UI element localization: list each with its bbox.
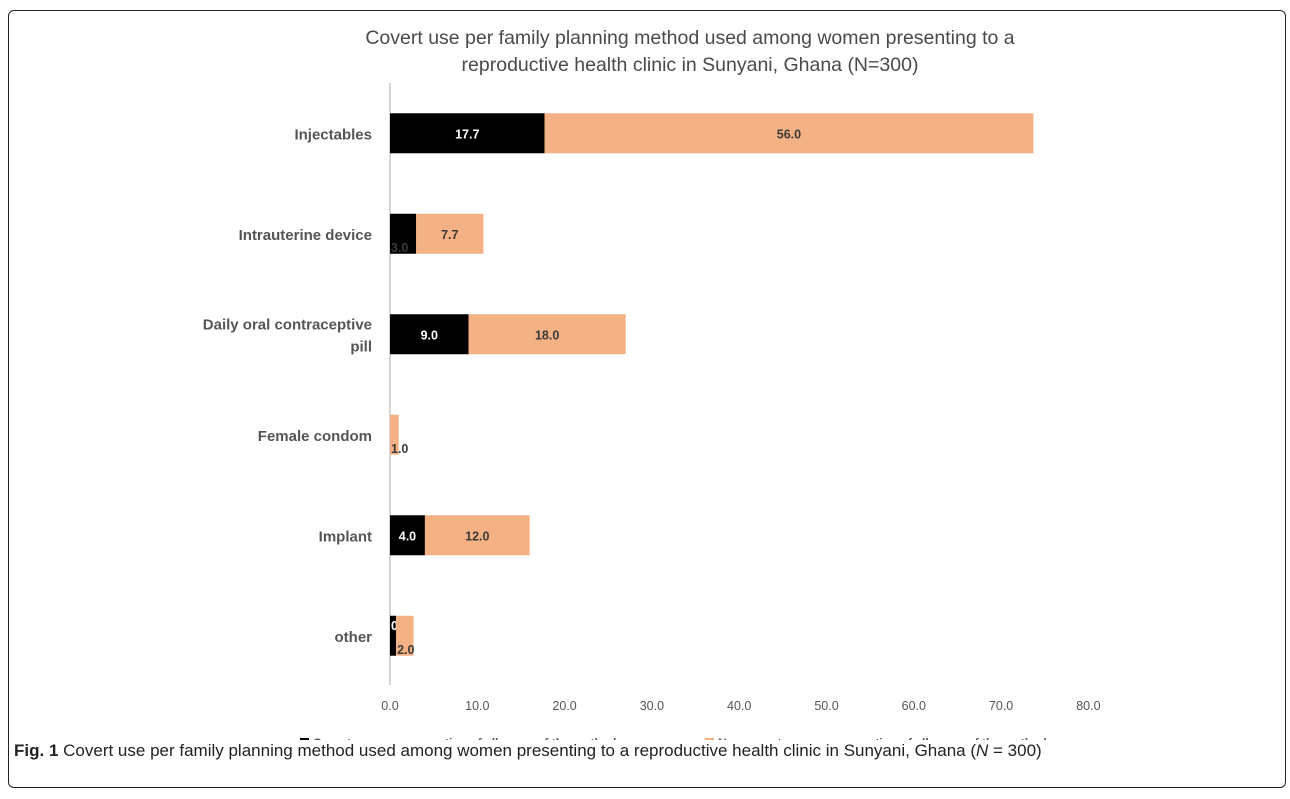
- bar-non-covert: [424, 515, 530, 556]
- data-label: 4.0: [399, 529, 416, 543]
- bar-non-covert: [544, 113, 1034, 154]
- legend-entry: Covert users as proportion of all users …: [313, 736, 616, 740]
- figure-caption-text: Covert use per family planning method us…: [63, 741, 976, 760]
- chart-title-line: reproductive health clinic in Sunyani, G…: [462, 54, 919, 76]
- legend-entry: Non-covert users as proportion of all us…: [718, 736, 1047, 740]
- x-tick-label: 40.0: [727, 699, 751, 713]
- chart-title-line: Covert use per family planning method us…: [365, 27, 1014, 49]
- figure-caption-n: N: [976, 741, 989, 760]
- category-label: Daily oral contraceptive: [203, 316, 372, 333]
- figure-caption-end: = 300): [988, 741, 1042, 760]
- category-label: other: [335, 629, 373, 646]
- x-tick-label: 20.0: [552, 699, 576, 713]
- stacked-bar-chart: Covert use per family planning method us…: [203, 27, 1101, 740]
- x-tick-label: 80.0: [1076, 699, 1100, 713]
- data-label: 56.0: [777, 127, 801, 141]
- bar-covert: [390, 213, 417, 254]
- x-tick-label: 50.0: [814, 699, 838, 713]
- data-label: 12.0: [465, 529, 489, 543]
- bar-non-covert: [390, 414, 399, 455]
- data-label: 2.0: [397, 643, 414, 657]
- legend-swatch: [300, 738, 309, 740]
- x-tick-label: 10.0: [465, 699, 489, 713]
- x-tick-label: 70.0: [989, 699, 1013, 713]
- data-label: 17.7: [455, 127, 479, 141]
- bar-covert: [390, 113, 545, 154]
- category-label: Female condom: [258, 428, 372, 445]
- x-tick-label: 30.0: [640, 699, 664, 713]
- bar-covert: [390, 615, 397, 656]
- category-label: Implant: [319, 528, 372, 545]
- x-tick-label: 0.0: [381, 699, 398, 713]
- category-label: Injectables: [294, 126, 372, 143]
- bar-non-covert: [416, 213, 484, 254]
- figure-caption: Fig. 1 Covert use per family planning me…: [14, 741, 1284, 761]
- data-label: 3.0: [391, 241, 408, 255]
- bar-covert: [390, 515, 425, 556]
- data-label: 9.0: [421, 328, 438, 342]
- bar-non-covert: [468, 314, 626, 355]
- x-tick-label: 60.0: [902, 699, 926, 713]
- category-label: pill: [350, 338, 372, 355]
- data-label: 1.0: [391, 442, 408, 456]
- data-label: 7.7: [441, 228, 458, 242]
- bar-non-covert: [396, 615, 414, 656]
- legend-swatch: [705, 738, 714, 740]
- data-label: 18.0: [535, 328, 559, 342]
- category-label: Intrauterine device: [239, 227, 372, 244]
- figure-caption-label: Fig. 1: [14, 741, 59, 760]
- bar-covert: [390, 314, 469, 355]
